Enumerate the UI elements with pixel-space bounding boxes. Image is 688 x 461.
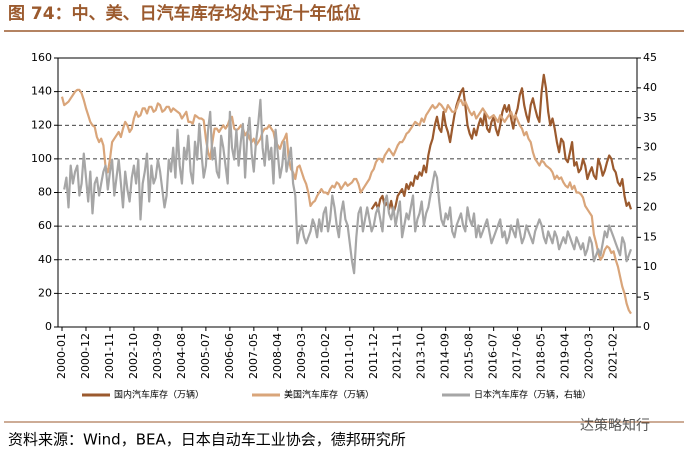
- x-tick-label: 2020-03: [583, 333, 596, 379]
- legend-label: 国内汽车库存（万辆）: [114, 389, 204, 401]
- y-tick-label: 120: [31, 118, 52, 131]
- x-tick-label: 2005-07: [199, 333, 212, 379]
- x-tick-label: 2015-08: [463, 333, 476, 379]
- y2-tick-label: 0: [643, 320, 650, 333]
- series-line: [370, 73, 633, 214]
- y2-tick-label: 30: [643, 141, 657, 154]
- y-tick-label: 60: [38, 219, 52, 232]
- y-tick-label: 40: [38, 253, 52, 266]
- x-tick-label: 2010-02: [319, 333, 332, 379]
- y2-tick-label: 25: [643, 171, 657, 184]
- y2-tick-label: 15: [643, 230, 657, 243]
- x-tick-label: 2004-08: [175, 333, 188, 379]
- y-tick-label: 100: [31, 152, 52, 165]
- legend-label: 日本汽车库存（万辆，右轴）: [474, 389, 591, 401]
- x-tick-label: 2013-10: [415, 333, 428, 379]
- x-tick-label: 2017-06: [511, 333, 524, 379]
- source: 资料来源：Wind，BEA，日本自动车工业协会，德邦研究所: [8, 431, 406, 449]
- y2-tick-label: 5: [643, 290, 650, 303]
- x-tick-label: 2003-09: [151, 333, 164, 379]
- x-tick-label: 2018-05: [535, 333, 548, 379]
- x-tick-label: 2001-11: [103, 333, 116, 379]
- x-tick-label: 2008-04: [271, 333, 284, 379]
- legend-label: 美国汽车库存（万辆）: [284, 389, 374, 401]
- x-tick-label: 2021-02: [607, 333, 620, 379]
- y2-tick-label: 40: [643, 81, 657, 94]
- y2-tick-label: 45: [643, 51, 657, 64]
- y2-tick-label: 10: [643, 260, 657, 273]
- x-tick-label: 2019-04: [559, 333, 572, 379]
- x-tick-label: 2009-03: [295, 333, 308, 379]
- x-tick-label: 2000-12: [79, 333, 92, 379]
- x-tick-label: 2011-01: [343, 333, 356, 379]
- x-tick-label: 2000-01: [55, 333, 68, 379]
- watermark: 达策略知行: [580, 417, 650, 434]
- x-tick-label: 2016-07: [487, 333, 500, 379]
- y2-tick-label: 35: [643, 111, 657, 124]
- chart-title: 图 74：中、美、日汽车库存均处于近十年低位: [8, 3, 361, 24]
- y-tick-label: 140: [31, 85, 52, 98]
- y-tick-label: 0: [45, 320, 52, 333]
- x-tick-label: 2006-06: [223, 333, 236, 379]
- x-tick-label: 2002-10: [127, 333, 140, 379]
- y-tick-label: 80: [38, 186, 52, 199]
- y-tick-label: 20: [38, 286, 52, 299]
- series-line: [60, 88, 632, 315]
- y-tick-label: 160: [31, 51, 52, 64]
- series-line: [63, 98, 633, 275]
- x-tick-label: 2014-09: [439, 333, 452, 379]
- x-tick-label: 2011-12: [367, 333, 380, 379]
- y2-tick-label: 20: [643, 200, 657, 213]
- x-tick-label: 2012-11: [391, 333, 404, 379]
- x-tick-label: 2007-05: [247, 333, 260, 379]
